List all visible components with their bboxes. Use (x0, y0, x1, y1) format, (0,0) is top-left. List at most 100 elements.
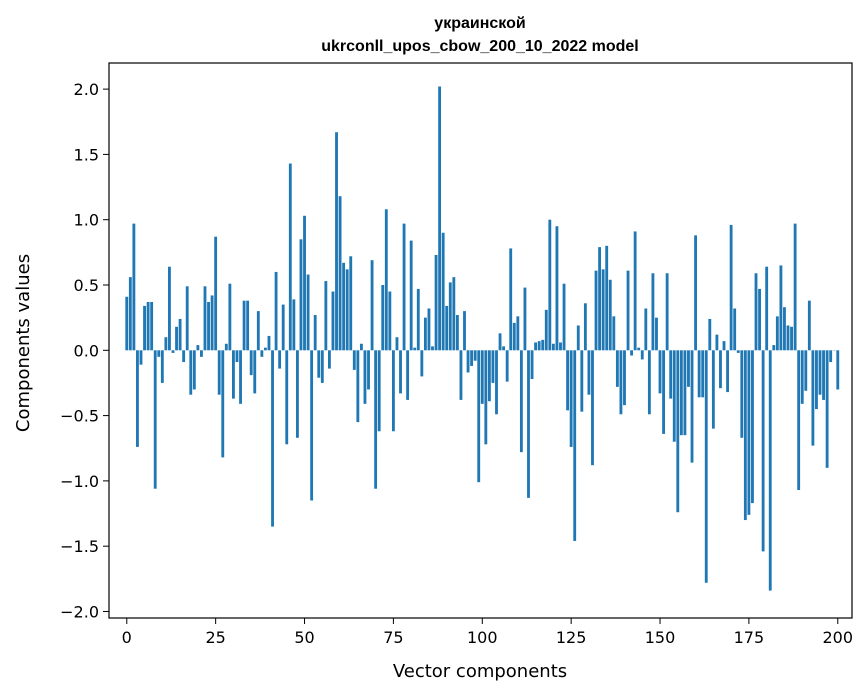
x-tick-label: 125 (556, 628, 587, 647)
bar-51 (306, 274, 310, 351)
bar-108 (509, 248, 513, 351)
bar-150 (658, 350, 662, 394)
bar-196 (822, 350, 825, 400)
y-tick-label: −1.0 (60, 472, 99, 491)
bar-9 (157, 350, 161, 357)
x-tick-label: 100 (467, 628, 498, 647)
bar-7 (150, 301, 154, 351)
bar-191 (804, 350, 808, 391)
bar-0 (125, 296, 129, 351)
bar-60 (338, 196, 342, 351)
bar-144 (637, 347, 641, 351)
bar-46 (288, 163, 292, 351)
bar-58 (331, 291, 335, 351)
bar-163 (704, 350, 708, 583)
bar-174 (743, 350, 747, 521)
bar-10 (160, 350, 164, 383)
x-tick-label: 200 (823, 628, 854, 647)
bar-184 (779, 265, 783, 351)
bar-171 (733, 308, 737, 351)
bar-116 (537, 341, 541, 351)
bar-147 (647, 350, 651, 415)
bar-68 (367, 350, 370, 390)
y-axis-label: Components values (13, 254, 34, 432)
bar-141 (626, 270, 630, 351)
bar-69 (370, 260, 374, 351)
chart-title-line2: ukrconll_upos_cbow_200_10_2022 model (321, 38, 638, 55)
bar-73 (384, 209, 388, 351)
x-tick-label: 150 (645, 628, 676, 647)
bar-75 (391, 350, 395, 432)
bar-16 (182, 350, 186, 363)
bar-91 (448, 282, 452, 351)
bar-17 (185, 286, 189, 351)
bar-154 (672, 350, 676, 442)
bar-43 (278, 350, 282, 369)
bar-127 (576, 325, 580, 351)
bar-172 (736, 350, 740, 353)
bar-146 (644, 308, 648, 351)
y-tick-label: −2.0 (60, 602, 99, 621)
bar-167 (719, 350, 722, 389)
bar-86 (431, 346, 434, 351)
bar-166 (715, 334, 719, 351)
bar-133 (598, 247, 602, 351)
bar-88 (438, 86, 442, 351)
bar-49 (299, 239, 303, 351)
y-tick-label: 2.0 (74, 80, 99, 99)
bar-165 (711, 350, 715, 429)
bar-6 (146, 301, 150, 351)
bar-84 (423, 317, 427, 351)
bar-177 (754, 273, 758, 351)
bar-197 (825, 350, 829, 468)
bar-157 (683, 350, 687, 436)
bar-94 (459, 350, 463, 400)
bar-45 (285, 350, 289, 445)
bar-179 (761, 350, 765, 552)
bar-89 (441, 232, 445, 351)
bar-92 (452, 277, 456, 351)
bar-13 (171, 350, 175, 353)
bar-180 (765, 266, 769, 351)
bar-194 (815, 350, 818, 410)
bar-48 (295, 350, 299, 438)
bar-22 (203, 286, 207, 351)
bar-103 (491, 350, 495, 383)
bar-25 (214, 236, 218, 351)
bar-29 (228, 283, 232, 351)
bar-62 (345, 269, 349, 351)
bar-169 (726, 350, 729, 393)
bar-37 (256, 311, 260, 351)
bar-36 (253, 350, 257, 394)
bar-59 (335, 132, 338, 351)
bar-119 (548, 219, 552, 351)
bar-190 (800, 350, 804, 404)
bar-81 (413, 347, 417, 351)
bar-160 (694, 235, 698, 351)
bar-117 (541, 339, 545, 351)
bar-5 (143, 305, 146, 351)
bar-65 (356, 350, 360, 423)
bar-82 (416, 288, 420, 351)
bar-95 (463, 311, 466, 351)
bar-50 (303, 215, 306, 351)
bar-200 (836, 350, 840, 390)
bar-120 (551, 343, 555, 351)
bar-131 (591, 350, 594, 466)
bar-26 (217, 350, 221, 395)
bar-77 (399, 350, 402, 394)
bar-129 (583, 303, 587, 351)
bar-32 (239, 350, 242, 404)
bar-64 (352, 350, 356, 370)
bar-140 (623, 350, 626, 406)
x-tick-label: 25 (205, 628, 225, 647)
bar-34 (246, 300, 250, 351)
bar-181 (768, 350, 772, 591)
bar-3 (136, 350, 139, 447)
x-tick-label: 0 (122, 628, 132, 647)
bar-4 (139, 350, 143, 365)
y-tick-label: 1.5 (74, 145, 99, 164)
bar-41 (271, 350, 274, 527)
bar-11 (164, 337, 168, 351)
bar-93 (455, 315, 459, 351)
